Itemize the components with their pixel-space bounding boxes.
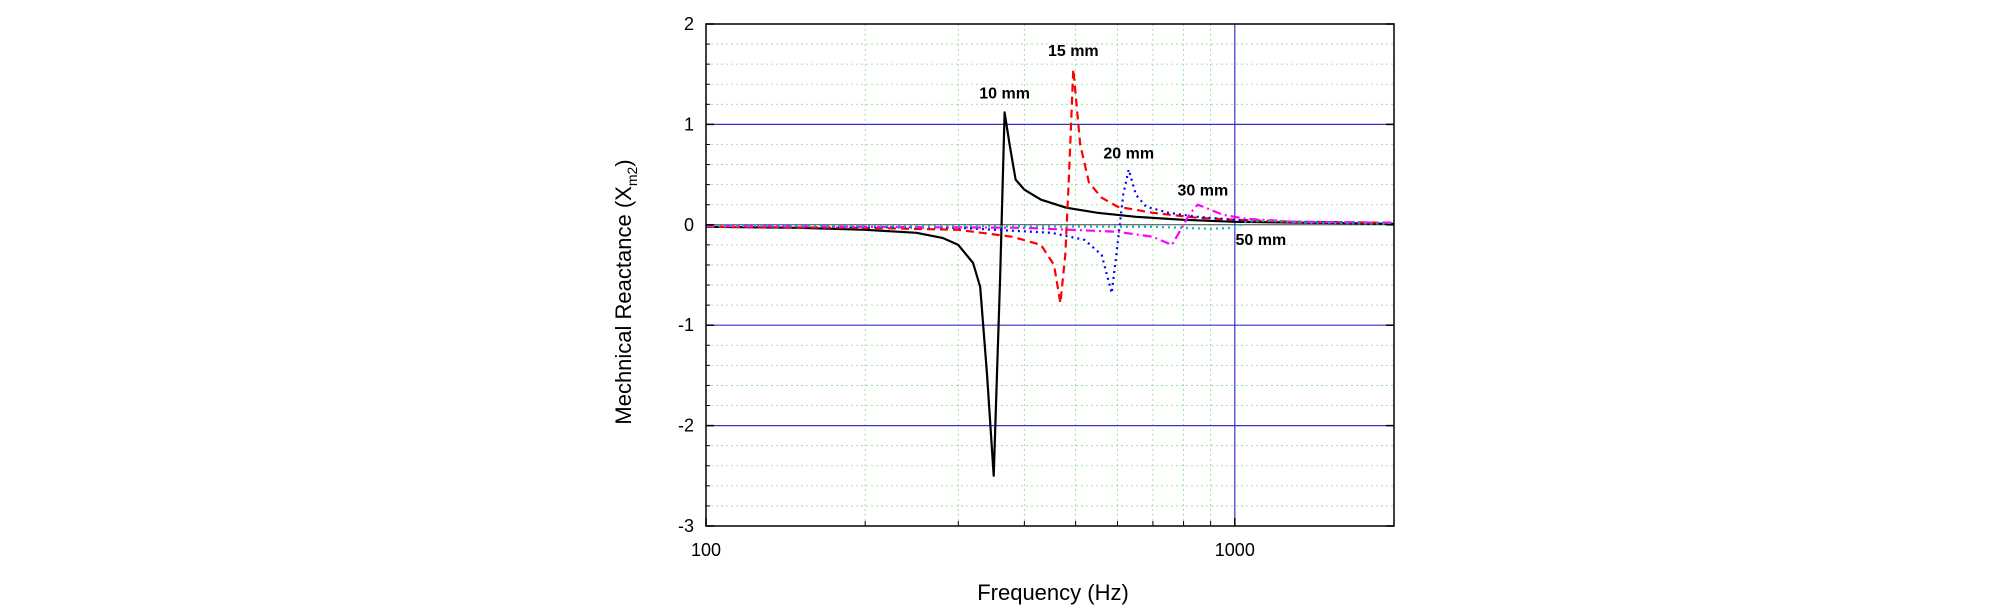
y-axis-title: Mechnical Reactance (Xm2) bbox=[611, 159, 640, 424]
y-tick-label: -1 bbox=[678, 315, 694, 335]
series-annotation: 30 mm bbox=[1177, 183, 1228, 200]
label-layer: -3 -2 -1 0 1 2 100 1000 bbox=[678, 14, 1255, 560]
x-tick-label: 1000 bbox=[1215, 540, 1255, 560]
y-axis-title-close: ) bbox=[611, 159, 636, 166]
annotation-layer: 10 mm 15 mm 20 mm 30 mm 50 mm bbox=[979, 43, 1286, 249]
series-annotation: 20 mm bbox=[1103, 146, 1154, 163]
tick-layer bbox=[705, 23, 1395, 527]
y-axis-title-main: Mechnical Reactance (X bbox=[611, 186, 636, 425]
y-tick-label: -3 bbox=[678, 516, 694, 536]
series-line-0 bbox=[705, 111, 1395, 477]
series-line-1 bbox=[705, 68, 1395, 305]
x-axis-title: Frequency (Hz) bbox=[977, 580, 1129, 605]
y-tick-label: -2 bbox=[678, 416, 694, 436]
grid-layer bbox=[706, 24, 1394, 526]
y-tick-label: 0 bbox=[684, 215, 694, 235]
series-layer bbox=[705, 68, 1395, 477]
plot-frame bbox=[705, 23, 1395, 527]
y-tick-label: 2 bbox=[684, 14, 694, 34]
y-tick-label: 1 bbox=[684, 114, 694, 134]
series-line-4 bbox=[705, 219, 1395, 230]
series-line-3 bbox=[705, 203, 1395, 246]
x-tick-label: 100 bbox=[691, 540, 721, 560]
y-axis-title-subscript: m2 bbox=[624, 167, 640, 187]
series-line-2 bbox=[705, 168, 1395, 295]
series-annotation: 15 mm bbox=[1048, 43, 1099, 60]
series-annotation: 50 mm bbox=[1235, 232, 1286, 249]
series-annotation: 10 mm bbox=[979, 85, 1030, 102]
